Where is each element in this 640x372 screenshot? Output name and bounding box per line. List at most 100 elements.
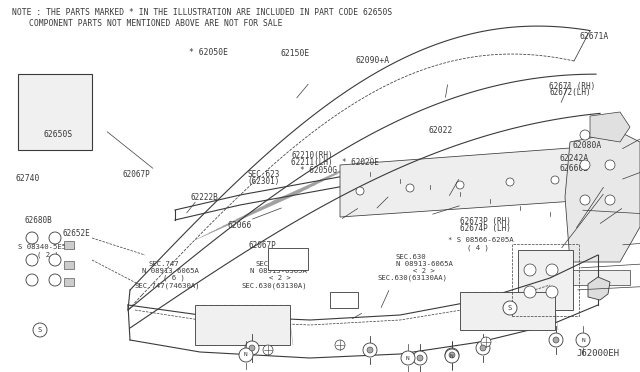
Circle shape [49,232,61,244]
Text: SEC.630: SEC.630 [396,254,426,260]
Circle shape [576,333,590,347]
Text: 62680B: 62680B [24,217,52,225]
Circle shape [553,337,559,343]
Text: 62222B: 62222B [191,193,218,202]
Circle shape [49,254,61,266]
Circle shape [249,345,255,351]
Circle shape [449,352,455,358]
Text: 62080A: 62080A [573,141,602,150]
Polygon shape [18,74,92,150]
Circle shape [580,160,590,170]
Text: J62000EH: J62000EH [576,349,619,358]
Text: SEC.630(63130AA): SEC.630(63130AA) [378,275,447,281]
Circle shape [239,348,253,362]
Text: 62022: 62022 [429,126,453,135]
Bar [64,261,74,269]
Circle shape [503,301,517,315]
Text: 62674P (LH): 62674P (LH) [460,224,510,232]
Circle shape [26,254,38,266]
Circle shape [26,232,38,244]
Circle shape [524,264,536,276]
Circle shape [605,130,615,140]
Text: ( 4 ): ( 4 ) [467,244,489,251]
Text: N: N [581,337,585,343]
Text: 62210(RH): 62210(RH) [291,151,333,160]
Bar [460,292,555,330]
Circle shape [363,343,377,357]
Text: S: S [508,305,512,311]
Text: 62067P: 62067P [123,170,150,179]
Text: ( 6 ): ( 6 ) [163,275,185,281]
Text: < 2 >: < 2 > [413,268,435,274]
Circle shape [546,264,558,276]
Text: 62067P: 62067P [248,241,276,250]
Circle shape [551,176,559,184]
Bar [195,305,290,345]
Text: N: N [450,353,454,359]
Text: 62150E: 62150E [280,49,310,58]
Text: N 08913-6365A: N 08913-6365A [250,268,307,274]
Text: S 08340-5E52A: S 08340-5E52A [18,244,75,250]
Circle shape [605,160,615,170]
Text: S: S [38,327,42,333]
Bar [64,241,74,249]
Text: * 62050G: * 62050G [300,166,337,174]
Bar [560,270,630,285]
Bar [64,278,74,286]
Circle shape [406,184,414,192]
Text: 62671 (RH): 62671 (RH) [549,82,595,91]
Circle shape [506,178,514,186]
Text: 62242A: 62242A [560,154,589,163]
Circle shape [480,345,486,351]
Circle shape [549,333,563,347]
Text: N: N [406,356,410,360]
Text: N 08913-6065A: N 08913-6065A [142,268,199,274]
Circle shape [33,323,47,337]
Circle shape [445,348,459,362]
Circle shape [26,274,38,286]
Text: (62301): (62301) [248,177,280,186]
Text: 62671A: 62671A [579,32,609,41]
Text: 62650S: 62650S [44,130,73,139]
Circle shape [401,351,415,365]
Text: SEC.747(74630A): SEC.747(74630A) [134,282,200,289]
Text: < 2 >: < 2 > [269,275,291,281]
Circle shape [580,130,590,140]
Circle shape [456,181,464,189]
Circle shape [367,347,373,353]
Text: 62066: 62066 [227,221,252,230]
Text: SEC.631: SEC.631 [256,261,287,267]
Text: 62740: 62740 [16,174,40,183]
Text: 62673P (RH): 62673P (RH) [460,217,510,226]
Bar [512,244,579,316]
Circle shape [335,340,345,350]
Text: SEC.630(63130A): SEC.630(63130A) [242,282,308,289]
Text: N 08913-6065A: N 08913-6065A [396,261,452,267]
Text: 62660B: 62660B [560,164,589,173]
Text: ( 2 ): ( 2 ) [37,251,59,258]
Text: * S 08566-6205A: * S 08566-6205A [448,237,514,243]
Circle shape [605,195,615,205]
Text: SEC.747: SEC.747 [148,261,179,267]
Circle shape [524,286,536,298]
Text: 62652E: 62652E [63,229,90,238]
Text: 62211(LH)  * 62020E: 62211(LH) * 62020E [291,158,379,167]
Text: 62090+A: 62090+A [355,56,389,65]
Circle shape [263,345,273,355]
Circle shape [546,286,558,298]
Polygon shape [340,148,590,217]
Text: NOTE : THE PARTS MARKED * IN THE ILLUSTRATION ARE INCLUDED IN PART CODE 62650S: NOTE : THE PARTS MARKED * IN THE ILLUSTR… [12,8,392,17]
Polygon shape [588,277,610,300]
Text: SEC.623: SEC.623 [248,170,280,179]
Text: * 62050E: * 62050E [189,48,228,57]
Bar [268,248,308,270]
Bar [518,250,573,310]
Circle shape [49,274,61,286]
Circle shape [413,351,427,365]
Circle shape [481,337,491,347]
Text: 62672(LH): 62672(LH) [549,89,591,97]
Polygon shape [565,132,640,262]
Circle shape [445,349,459,363]
Circle shape [356,187,364,195]
Circle shape [245,341,259,355]
